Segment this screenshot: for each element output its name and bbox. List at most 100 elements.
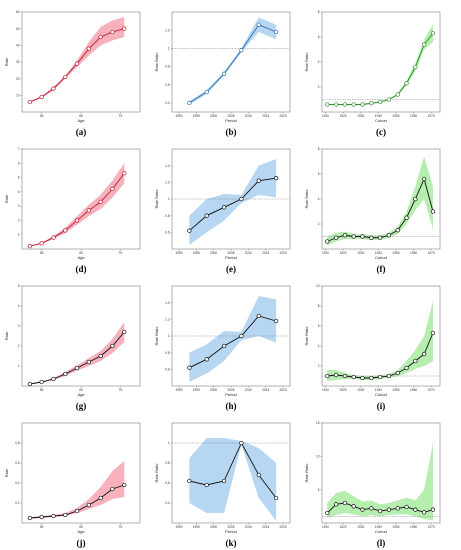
data-point [204,213,209,218]
data-point [421,176,427,182]
data-point [404,215,409,220]
data-point [386,507,392,512]
data-point [333,102,339,107]
data-point [377,374,383,380]
x-axis-label: Period [225,118,237,123]
data-point [369,101,374,106]
x-tick-label: 1950 [392,251,399,255]
data-point [377,508,383,514]
y-tick-label: 0.8 [165,351,170,355]
plot-frame [321,285,441,387]
data-point [430,507,436,512]
x-tick-label: 2005 [227,114,234,118]
data-point [187,228,192,233]
y-tick-label: 0.6 [165,481,170,485]
x-axis-label: Cohort [375,529,388,534]
y-tick-label: 0.4 [15,481,20,485]
x-axis-label: Period [225,392,237,397]
x-tick-label: 1920 [340,388,347,392]
x-tick-label: 1960 [410,388,417,392]
y-tick-label: 4 [318,197,320,201]
y-tick-label: 0.6 [165,83,170,87]
data-point [256,178,261,183]
x-tick-label: 2015 [262,388,269,392]
series-line [189,315,277,369]
confidence-band [29,322,125,385]
data-point [342,373,348,379]
data-point [74,365,80,371]
x-tick-label: 2005 [227,388,234,392]
data-point [204,89,209,95]
chart-panel-j: 55 65 75 0.2 0.4 0.6 0.8 Age Rate (j) [4,422,141,548]
x-tick-label: 1950 [392,525,399,529]
data-point [351,102,356,107]
x-tick-label: 1960 [410,251,417,255]
data-point [51,235,56,240]
y-tick-label: 3 [18,204,20,208]
data-point [273,495,279,501]
data-point [351,234,356,239]
data-point [74,61,80,66]
confidence-band [327,301,433,381]
y-axis-label: Rate Ratio [154,326,159,346]
data-point [325,239,330,244]
y-tick-label: 1 [18,364,20,368]
data-point [63,228,68,233]
x-tick-label: 1950 [392,114,399,118]
data-point [27,515,33,521]
data-point [369,506,374,511]
y-tick-label: 30 [16,60,20,64]
y-tick-label: 3 [18,324,20,328]
data-point [98,34,103,40]
data-point [360,375,365,381]
y-tick-label: 8 [318,304,320,308]
chart-panel-a: 55 65 75 10 20 30 40 50 60 Age Rate (a) [4,10,141,137]
x-tick-label: 1920 [340,525,347,529]
chart-panel-f: 1910 1920 1930 1940 1950 1960 1970 2 4 6 8 Cohort Ra… [304,147,441,274]
chart-panel-i: 1910 1920 1930 1940 1950 1960 1970 2 4 6 8 10 Cohort… [304,284,441,411]
y-tick-label: 40 [16,43,20,47]
plot-frame [321,11,441,113]
y-tick-label: 15 [316,421,320,425]
data-point [74,508,80,514]
data-point [386,373,392,379]
data-point [51,376,56,382]
x-tick-label: 1970 [428,388,435,392]
panel-label: (e) [226,264,236,274]
data-point [351,504,356,509]
x-tick-label: 1930 [357,525,364,529]
chart-panel-e: 1990 1995 2000 2005 2010 2015 2020 0.6 0.8 1 1.2 1.… [154,148,291,274]
y-axis-label: Rate [4,194,9,203]
plot-frame [21,148,141,250]
data-point [351,374,356,380]
data-point [421,42,427,47]
y-tick-label: 0.6 [15,461,20,465]
x-tick-label: 2000 [210,251,217,255]
y-tick-label: 4 [318,60,320,64]
x-tick-label: 2010 [245,114,252,118]
data-point [395,370,400,376]
data-point [421,351,427,357]
x-tick-label: 2000 [210,114,217,118]
x-tick-label: 2000 [210,388,217,392]
data-point [86,46,92,51]
y-tick-label: 0.6 [165,367,170,371]
data-point [386,233,392,238]
x-tick-label: 1970 [428,114,435,118]
x-tick-label: 2015 [262,525,269,529]
data-point [333,235,339,240]
data-point [221,478,227,484]
y-tick-label: 1.4 [165,301,170,305]
y-tick-label: 10 [316,284,320,288]
data-point [187,365,192,370]
data-point [239,440,244,446]
y-tick-label: 6 [318,35,320,39]
x-tick-label: 55 [40,525,44,529]
data-point [430,209,436,214]
y-tick-label: 2 [318,364,320,368]
x-tick-label: 55 [40,251,44,255]
y-axis-label: Rate [4,331,9,340]
data-point [333,372,339,378]
chart-panel-k: 1990 1995 2000 2005 2010 2015 2020 0.4 0.6 0.8 1 Pe… [154,422,291,548]
data-point [333,502,339,507]
